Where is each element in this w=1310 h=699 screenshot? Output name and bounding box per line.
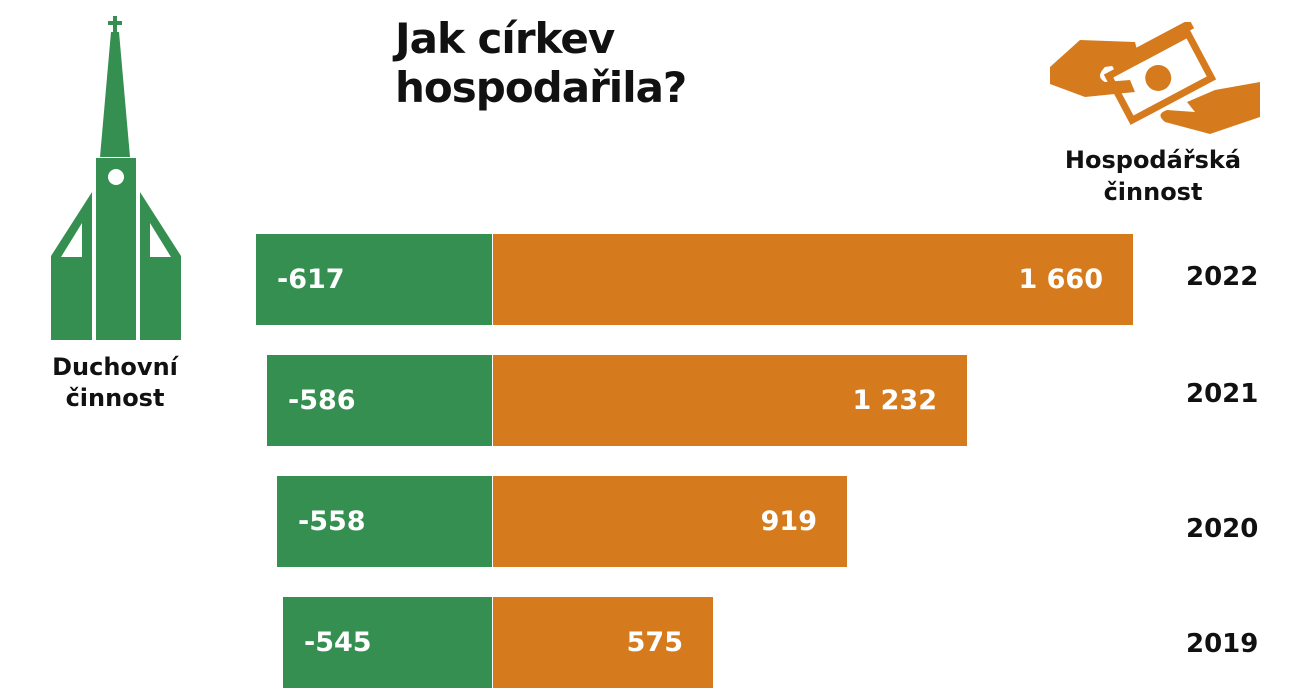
bar-economic-2022: 1 660 — [493, 234, 1133, 325]
legend-spiritual-activity: Duchovní činnost — [40, 352, 190, 414]
money-hands-icon — [1050, 22, 1260, 134]
bar-spiritual-2022: -617 — [256, 234, 492, 325]
bar-value: -558 — [298, 506, 366, 537]
year-label-2022: 2022 — [1186, 262, 1259, 292]
bar-value: 1 660 — [1018, 264, 1103, 295]
year-label-2019: 2019 — [1186, 629, 1259, 659]
bar-economic-2020: 919 — [493, 476, 847, 567]
bar-value: 919 — [760, 506, 817, 537]
bar-economic-2021: 1 232 — [493, 355, 967, 446]
year-label-2021: 2021 — [1186, 379, 1259, 409]
bar-value: -617 — [277, 264, 345, 295]
legend-left-line2: činnost — [65, 384, 165, 412]
legend-economic-activity: Hospodářská činnost — [1058, 144, 1248, 208]
bar-economic-2019: 575 — [493, 597, 713, 688]
bar-value: -545 — [304, 627, 372, 658]
bar-value: 1 232 — [852, 385, 937, 416]
legend-left-line1: Duchovní — [52, 353, 178, 381]
bar-spiritual-2020: -558 — [277, 476, 492, 567]
bar-value: 575 — [626, 627, 683, 658]
bar-value: -586 — [288, 385, 356, 416]
chart-title: Jak církev hospodařila? — [395, 14, 687, 112]
bar-spiritual-2019: -545 — [283, 597, 492, 688]
legend-right-line2: činnost — [1103, 178, 1203, 206]
bar-spiritual-2021: -586 — [267, 355, 492, 446]
legend-right-line1: Hospodářská — [1064, 146, 1242, 174]
year-label-2020: 2020 — [1186, 514, 1259, 544]
church-icon — [51, 16, 181, 340]
